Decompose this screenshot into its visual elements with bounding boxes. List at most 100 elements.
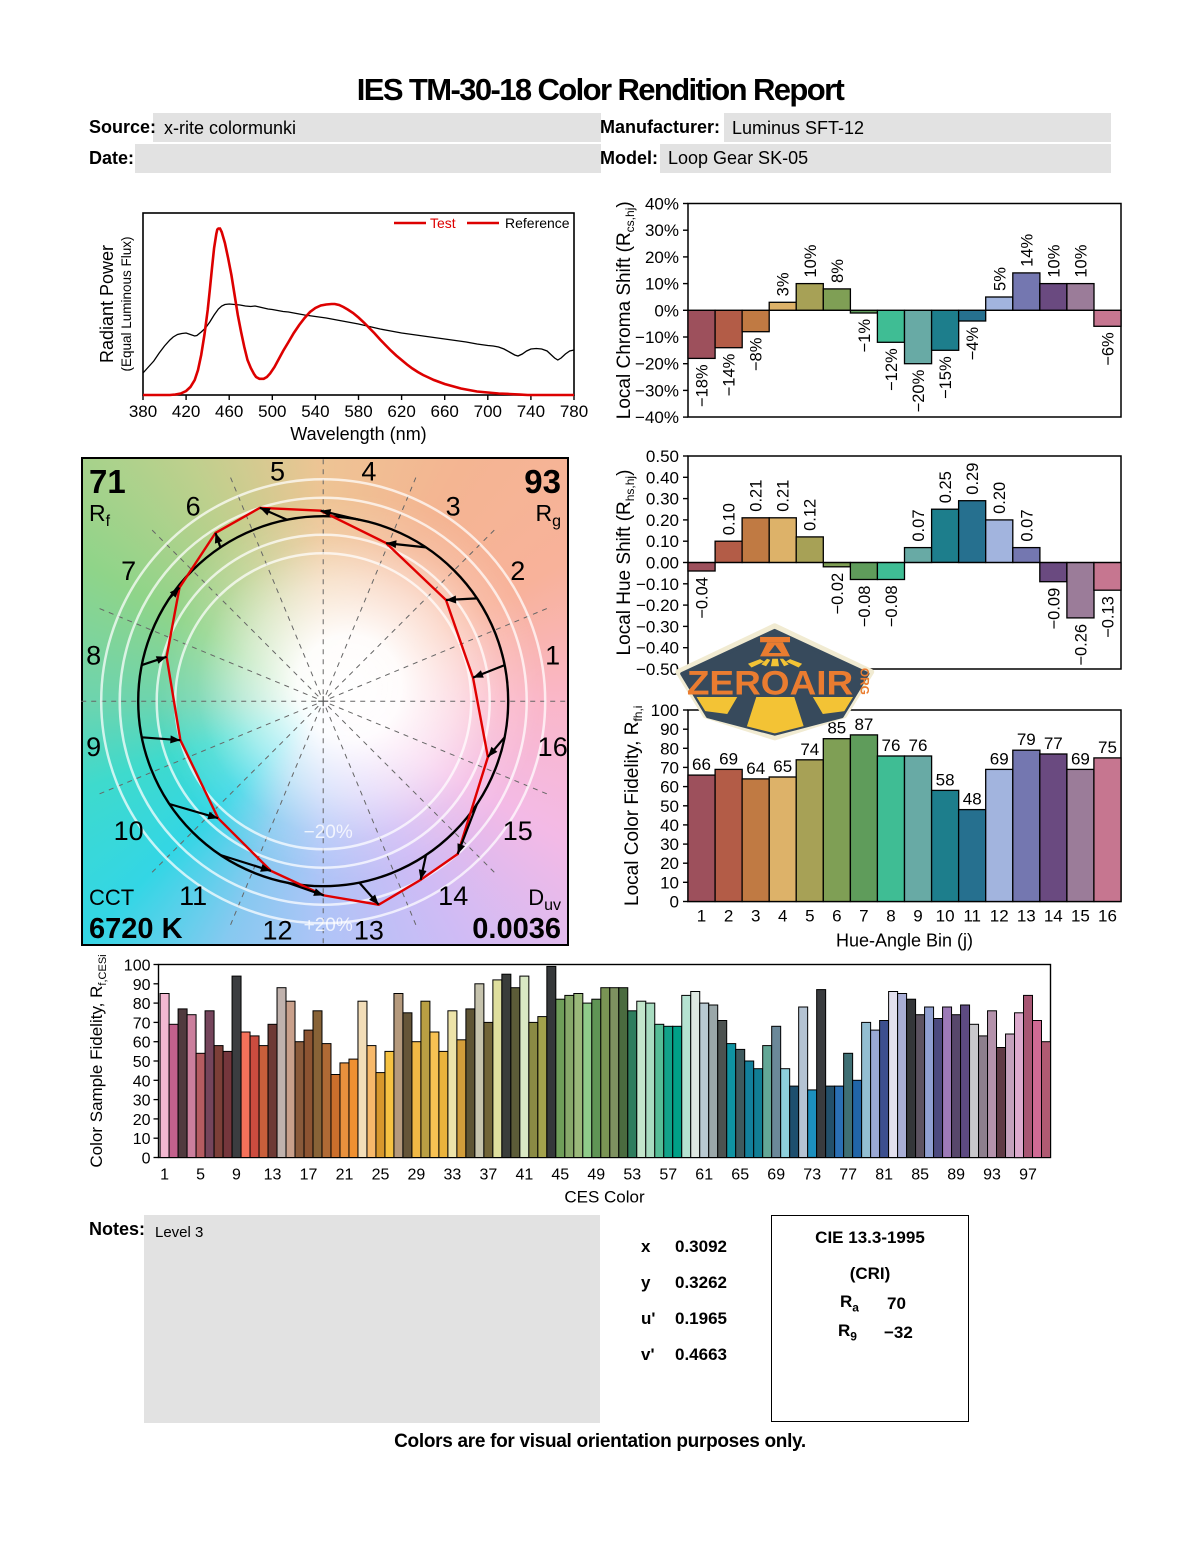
svg-text:57: 57 (659, 1167, 677, 1184)
svg-text:20: 20 (133, 1112, 151, 1129)
svg-text:16: 16 (537, 732, 567, 762)
svg-text:5%: 5% (991, 267, 1009, 291)
svg-text:14: 14 (1044, 907, 1063, 926)
svg-text:−0.08: −0.08 (883, 586, 901, 628)
svg-text:−0.10: −0.10 (636, 575, 679, 594)
svg-text:4: 4 (361, 457, 376, 487)
svg-text:69: 69 (719, 749, 738, 768)
svg-text:89: 89 (947, 1167, 965, 1184)
svg-text:65: 65 (773, 757, 792, 776)
svg-text:3: 3 (445, 492, 460, 522)
svg-text:Color Sample Fidelity, Rf,CESi: Color Sample Fidelity, Rf,CESi (87, 954, 109, 1167)
svg-text:70: 70 (133, 1015, 151, 1032)
svg-text:0.21: 0.21 (775, 480, 793, 512)
svg-text:66: 66 (692, 755, 711, 774)
svg-text:0: 0 (142, 1151, 151, 1168)
svg-text:0.40: 0.40 (646, 468, 679, 487)
svg-text:−8%: −8% (748, 337, 766, 371)
svg-text:65: 65 (731, 1167, 749, 1184)
svg-text:−0.50: −0.50 (636, 660, 679, 679)
svg-text:Rf: Rf (89, 500, 111, 530)
svg-text:−0.08: −0.08 (856, 586, 874, 628)
svg-text:74: 74 (800, 740, 819, 759)
svg-text:69: 69 (1071, 749, 1090, 768)
svg-text:13: 13 (264, 1167, 282, 1184)
svg-text:100: 100 (124, 958, 151, 975)
svg-text:13: 13 (353, 916, 383, 945)
svg-text:8%: 8% (829, 259, 847, 283)
svg-text:Local Chroma Shift (Rcs,hj): Local Chroma Shift (Rcs,hj) (614, 201, 637, 419)
svg-text:97: 97 (1019, 1167, 1037, 1184)
svg-text:50: 50 (660, 797, 679, 816)
svg-text:Reference: Reference (505, 215, 570, 231)
svg-text:75: 75 (1098, 738, 1117, 757)
svg-text:0.20: 0.20 (646, 511, 679, 530)
svg-text:−18%: −18% (694, 364, 712, 407)
svg-text:−0.13: −0.13 (1099, 596, 1117, 638)
svg-text:90: 90 (660, 720, 679, 739)
svg-text:Wavelength (nm): Wavelength (nm) (290, 424, 426, 444)
svg-text:77: 77 (1044, 734, 1063, 753)
svg-text:0.0036: 0.0036 (472, 913, 561, 945)
svg-text:12: 12 (262, 916, 292, 945)
svg-text:40: 40 (133, 1073, 151, 1090)
svg-text:−0.20: −0.20 (636, 596, 679, 615)
svg-text:3: 3 (751, 907, 760, 926)
svg-text:53: 53 (623, 1167, 641, 1184)
svg-text:0.21: 0.21 (748, 480, 766, 512)
svg-text:1: 1 (545, 641, 560, 671)
svg-text:−30%: −30% (635, 381, 679, 400)
svg-text:5: 5 (269, 457, 284, 487)
svg-text:48: 48 (963, 790, 982, 809)
svg-text:64: 64 (746, 759, 765, 778)
svg-text:16: 16 (1098, 907, 1117, 926)
svg-text:9: 9 (86, 732, 101, 762)
svg-text:−12%: −12% (883, 348, 901, 391)
svg-text:−20%: −20% (910, 369, 928, 412)
svg-text:15: 15 (502, 816, 532, 846)
svg-text:−15%: −15% (937, 356, 955, 399)
svg-text:17: 17 (300, 1167, 318, 1184)
svg-text:9: 9 (232, 1167, 241, 1184)
svg-text:0.10: 0.10 (721, 503, 739, 535)
svg-text:71: 71 (89, 463, 126, 500)
svg-text:1: 1 (697, 907, 706, 926)
svg-text:Rg: Rg (535, 500, 561, 530)
svg-text:500: 500 (258, 402, 286, 421)
svg-text:0.10: 0.10 (646, 532, 679, 551)
svg-text:420: 420 (172, 402, 200, 421)
svg-text:620: 620 (387, 402, 415, 421)
svg-text:60: 60 (660, 778, 679, 797)
svg-text:29: 29 (408, 1167, 426, 1184)
svg-text:15: 15 (1071, 907, 1090, 926)
svg-text:−4%: −4% (964, 327, 982, 361)
svg-text:Local Color Fidelity, Rfh,i: Local Color Fidelity, Rfh,i (622, 706, 645, 906)
svg-text:45: 45 (551, 1167, 569, 1184)
svg-text:41: 41 (516, 1167, 534, 1184)
svg-text:−40%: −40% (635, 408, 679, 427)
svg-text:0.20: 0.20 (991, 482, 1009, 514)
svg-text:1: 1 (160, 1167, 169, 1184)
svg-text:CCT: CCT (89, 885, 134, 910)
svg-text:6: 6 (185, 492, 200, 522)
svg-text:10: 10 (113, 816, 143, 846)
svg-text:−0.26: −0.26 (1072, 624, 1090, 666)
svg-text:−14%: −14% (721, 353, 739, 396)
svg-text:Hue-Angle Bin (j): Hue-Angle Bin (j) (836, 931, 973, 951)
svg-text:580: 580 (344, 402, 372, 421)
svg-text:2: 2 (510, 556, 525, 586)
svg-text:76: 76 (909, 736, 928, 755)
svg-text:77: 77 (839, 1167, 857, 1184)
svg-text:10%: 10% (1045, 244, 1063, 277)
svg-text:4: 4 (778, 907, 787, 926)
svg-text:49: 49 (587, 1167, 605, 1184)
svg-text:−20%: −20% (635, 355, 679, 374)
svg-text:60: 60 (133, 1035, 151, 1052)
svg-text:13: 13 (1017, 907, 1036, 926)
svg-text:90: 90 (133, 977, 151, 994)
svg-text:−0.04: −0.04 (694, 577, 712, 619)
svg-text:25: 25 (372, 1167, 390, 1184)
svg-text:740: 740 (517, 402, 545, 421)
svg-text:30%: 30% (645, 221, 679, 240)
svg-text:12: 12 (990, 907, 1009, 926)
